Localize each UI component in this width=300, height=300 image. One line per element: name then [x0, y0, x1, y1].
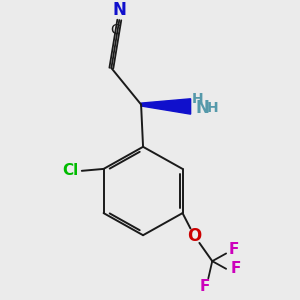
Text: O: O: [187, 227, 202, 245]
Text: N: N: [196, 99, 209, 117]
Polygon shape: [141, 99, 190, 114]
Text: Cl: Cl: [62, 163, 78, 178]
Text: H: H: [207, 101, 218, 116]
Text: F: F: [229, 242, 239, 257]
Text: F: F: [231, 261, 241, 276]
Text: H: H: [192, 92, 203, 106]
Text: F: F: [199, 279, 209, 294]
Text: C: C: [110, 22, 120, 37]
Text: N: N: [112, 2, 126, 20]
